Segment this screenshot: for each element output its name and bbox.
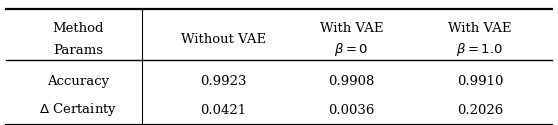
- Text: $\Delta$ Certainty: $\Delta$ Certainty: [39, 102, 117, 118]
- Text: 0.9910: 0.9910: [456, 75, 503, 88]
- Text: With VAE: With VAE: [320, 22, 383, 35]
- Text: With VAE: With VAE: [448, 22, 512, 35]
- Text: $\beta = 0$: $\beta = 0$: [334, 42, 369, 58]
- Text: 0.9923: 0.9923: [200, 75, 247, 88]
- Text: 0.9908: 0.9908: [328, 75, 375, 88]
- Text: Accuracy: Accuracy: [47, 75, 109, 88]
- Text: 0.0421: 0.0421: [200, 104, 246, 117]
- Text: 0.2026: 0.2026: [457, 104, 503, 117]
- Text: Method: Method: [52, 22, 104, 35]
- Text: Params: Params: [53, 44, 103, 57]
- Text: $\beta = 1.0$: $\beta = 1.0$: [456, 42, 503, 58]
- Text: 0.0036: 0.0036: [328, 104, 375, 117]
- Text: Without VAE: Without VAE: [181, 33, 266, 46]
